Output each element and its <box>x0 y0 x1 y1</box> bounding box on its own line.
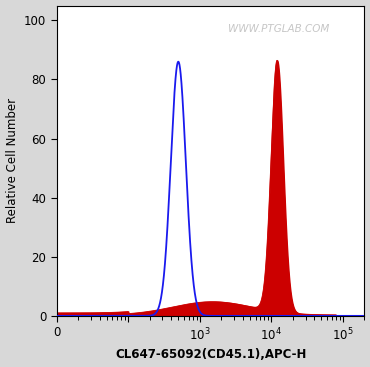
Y-axis label: Relative Cell Number: Relative Cell Number <box>6 98 18 223</box>
Text: WWW.PTGLAB.COM: WWW.PTGLAB.COM <box>228 24 329 34</box>
X-axis label: CL647-65092(CD45.1),APC-H: CL647-65092(CD45.1),APC-H <box>115 348 306 361</box>
